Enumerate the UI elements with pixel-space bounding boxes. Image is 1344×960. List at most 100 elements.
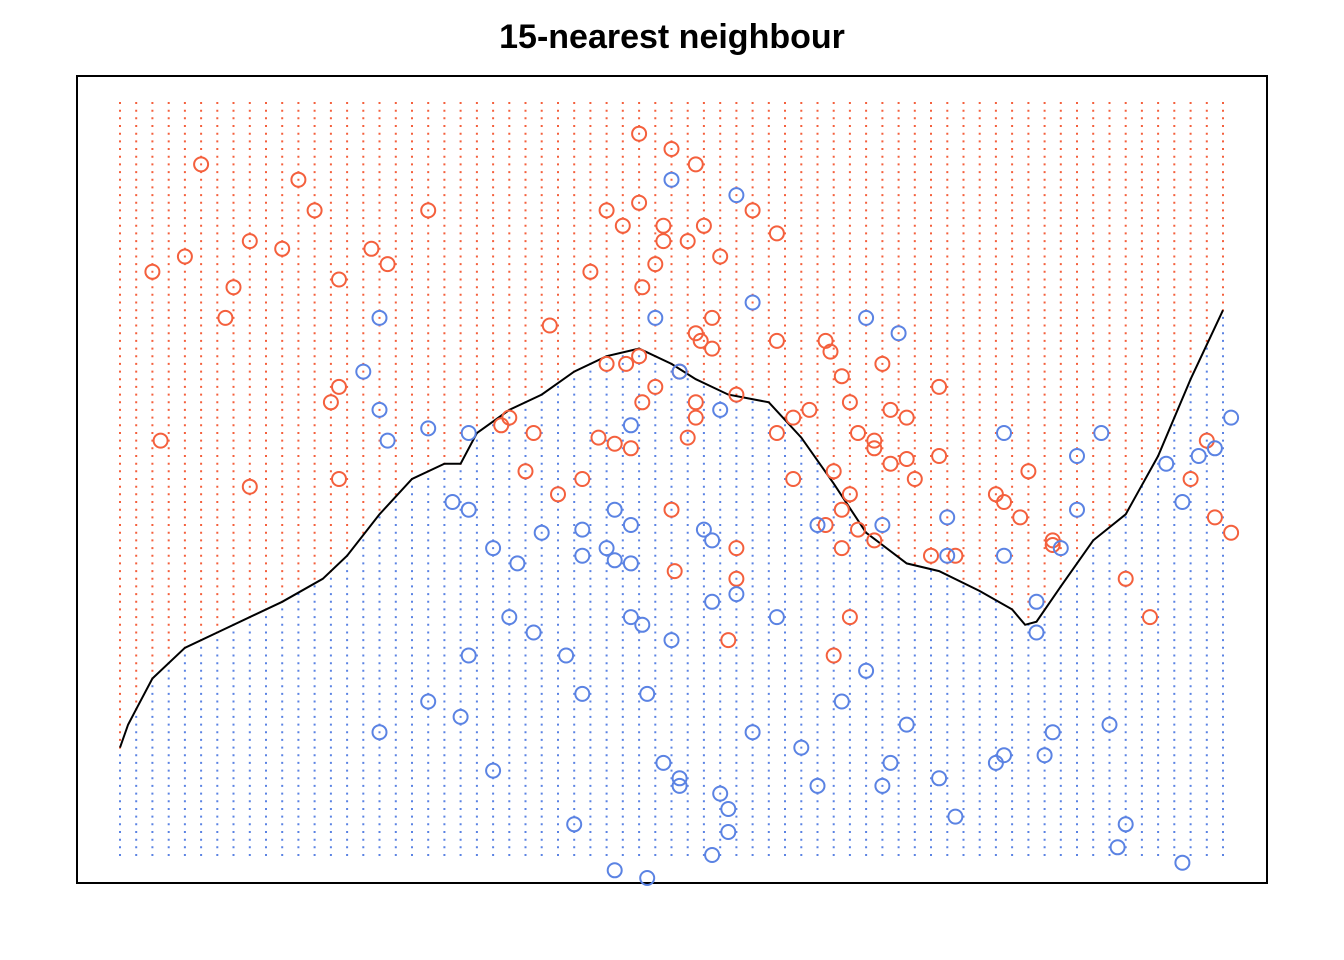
data-point-orange (923, 547, 939, 564)
data-point-orange (1117, 570, 1134, 587)
data-point-blue (663, 171, 680, 188)
data-point-orange (517, 463, 534, 480)
data-point-blue (509, 555, 526, 572)
data-point-blue (622, 417, 639, 434)
data-point-orange (785, 471, 802, 487)
data-point-orange (363, 240, 380, 257)
data-point-orange (833, 501, 850, 518)
data-point-orange (744, 202, 761, 219)
data-point-blue (874, 777, 891, 794)
data-point-blue (890, 325, 907, 342)
data-point-orange (631, 125, 648, 142)
data-point-orange (606, 435, 623, 452)
chart-title: 15-nearest neighbour (499, 18, 845, 56)
data-point-blue (460, 647, 477, 664)
data-point-blue (858, 309, 875, 326)
data-point-blue (720, 824, 737, 840)
data-point-blue (809, 777, 826, 794)
data-point-blue (671, 770, 688, 787)
data-point-blue (1069, 448, 1085, 464)
data-point-orange (931, 378, 948, 395)
data-point-orange (833, 540, 850, 557)
data-point-blue (704, 593, 721, 610)
data-point-orange (193, 156, 210, 173)
data-point-orange (728, 570, 745, 587)
data-point-blue (744, 724, 761, 741)
data-point-orange (290, 171, 307, 188)
data-point-blue (768, 609, 785, 626)
data-point-orange (144, 263, 161, 280)
data-point-orange (906, 471, 923, 487)
data-point-blue (485, 540, 502, 557)
data-point-orange (493, 417, 510, 434)
data-point-orange (768, 425, 785, 441)
data-point-orange (825, 647, 842, 664)
plot-frame (76, 75, 1268, 884)
data-point-blue (947, 808, 964, 825)
data-point-orange (274, 240, 291, 257)
data-point-blue (1028, 593, 1045, 610)
data-point-orange (1020, 463, 1037, 480)
data-point-orange (801, 401, 818, 418)
data-point-blue (606, 552, 623, 569)
data-point-blue (574, 547, 591, 564)
data-point-blue (858, 662, 875, 679)
data-point-blue (704, 532, 721, 549)
data-point-blue (371, 309, 388, 326)
data-point-blue (460, 425, 477, 441)
data-point-orange (850, 425, 866, 441)
data-point-orange (822, 343, 839, 360)
data-point-orange (176, 248, 193, 265)
data-point-blue (1101, 716, 1118, 733)
data-point-blue (485, 762, 502, 779)
data-points (144, 125, 1240, 886)
data-point-orange (898, 409, 915, 426)
data-point-blue (728, 586, 745, 603)
data-point-orange (525, 425, 542, 441)
data-point-blue (525, 624, 542, 641)
data-point-blue (695, 521, 712, 538)
data-point-blue (606, 862, 623, 879)
data-point-blue (566, 816, 583, 833)
data-point-blue (420, 693, 437, 710)
data-point-orange (331, 471, 347, 487)
data-point-blue (898, 716, 915, 733)
data-point-orange (655, 217, 672, 234)
data-point-orange (996, 494, 1012, 510)
data-point-orange (331, 378, 347, 395)
data-point-orange (1223, 524, 1240, 541)
data-point-orange (785, 409, 802, 426)
data-point-orange (679, 233, 696, 250)
data-point-blue (379, 432, 396, 449)
data-point-blue (1044, 724, 1061, 741)
data-point-orange (1142, 609, 1158, 626)
data-point-blue (663, 632, 680, 649)
data-point-blue (1069, 501, 1085, 518)
data-point-orange (666, 563, 683, 580)
data-point-blue (1036, 747, 1053, 764)
data-point-orange (618, 355, 635, 372)
data-point-orange (866, 440, 883, 457)
data-point-orange (152, 432, 169, 449)
data-point-orange (692, 332, 709, 349)
data-point-blue (558, 647, 575, 664)
data-point-blue (1117, 816, 1134, 833)
data-point-blue (371, 401, 388, 418)
data-point-orange (882, 455, 899, 472)
data-point-blue (533, 524, 550, 541)
data-point-orange (614, 217, 631, 234)
data-point-blue (574, 521, 591, 538)
data-point-blue (622, 517, 639, 533)
data-point-orange (622, 440, 639, 457)
decision-boundary (119, 309, 1224, 748)
data-point-blue (460, 501, 477, 518)
data-point-blue (574, 685, 591, 702)
data-point-orange (679, 429, 696, 446)
data-point-orange (841, 609, 858, 626)
data-point-orange (931, 448, 948, 464)
background-grid-dots (119, 102, 1224, 856)
data-point-blue (420, 420, 437, 437)
data-point-orange (322, 394, 339, 411)
data-point-blue (704, 847, 721, 863)
